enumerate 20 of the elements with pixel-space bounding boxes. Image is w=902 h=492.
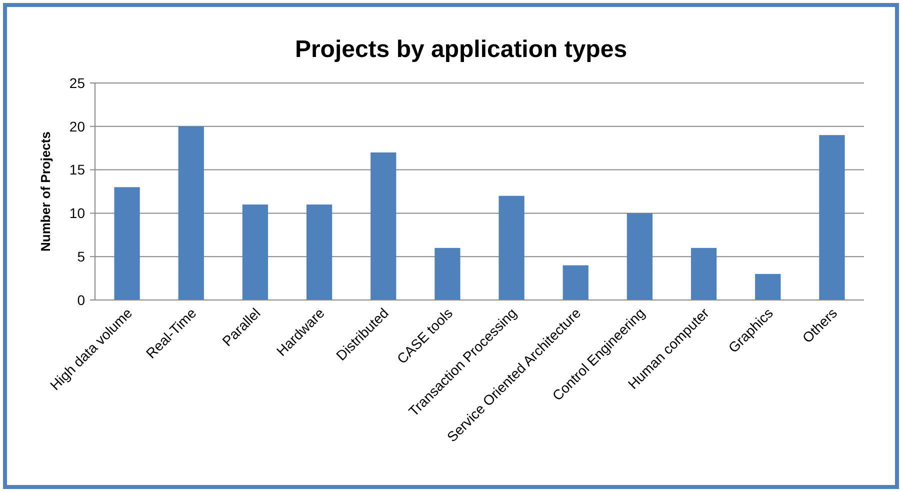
y-tick-label: 20 xyxy=(69,118,86,134)
bar xyxy=(306,204,332,300)
chart-title: Projects by application types xyxy=(294,36,628,63)
y-tick-label: 5 xyxy=(77,248,86,264)
bar xyxy=(562,265,588,300)
bar xyxy=(498,196,524,300)
bar xyxy=(755,274,781,300)
bar xyxy=(370,152,396,300)
bar xyxy=(626,213,653,300)
bar xyxy=(434,248,460,300)
bar xyxy=(178,126,204,300)
y-tick-label: 25 xyxy=(69,74,86,91)
y-axis-title: Number of Projects xyxy=(38,132,53,252)
bar xyxy=(819,135,845,300)
bar xyxy=(690,248,717,300)
y-tick-label: 10 xyxy=(69,205,86,222)
y-tick-label: 15 xyxy=(69,162,86,178)
bar xyxy=(114,187,140,300)
y-tick-label: 0 xyxy=(77,292,86,308)
bar xyxy=(242,204,268,300)
